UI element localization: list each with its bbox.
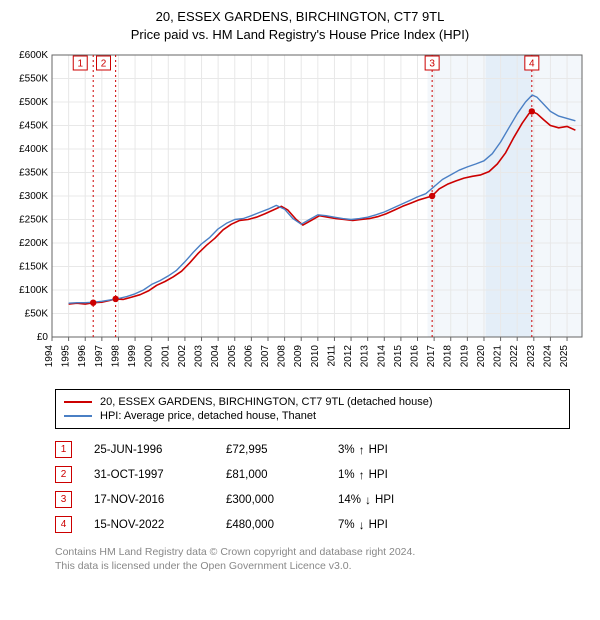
svg-text:1: 1 xyxy=(77,59,83,70)
svg-text:2016: 2016 xyxy=(410,345,421,368)
svg-text:2021: 2021 xyxy=(493,345,504,368)
svg-text:£300K: £300K xyxy=(19,191,48,202)
event-delta: 7% ↓ HPI xyxy=(338,518,458,532)
svg-text:2019: 2019 xyxy=(459,345,470,368)
svg-text:2025: 2025 xyxy=(559,345,570,368)
footer-line-1: Contains HM Land Registry data © Crown c… xyxy=(55,545,570,559)
svg-text:2000: 2000 xyxy=(144,345,155,368)
svg-text:2018: 2018 xyxy=(443,345,454,368)
legend-row-hpi: HPI: Average price, detached house, Than… xyxy=(64,409,561,423)
title-line-subtitle: Price paid vs. HM Land Registry's House … xyxy=(10,26,590,44)
event-row: 4 15-NOV-2022 £480,000 7% ↓ HPI xyxy=(55,512,570,537)
svg-text:2012: 2012 xyxy=(343,345,354,368)
event-delta: 14% ↓ HPI xyxy=(338,493,458,507)
event-marker: 2 xyxy=(55,466,72,483)
svg-text:2015: 2015 xyxy=(393,345,404,368)
svg-text:£50K: £50K xyxy=(25,309,49,320)
svg-text:2014: 2014 xyxy=(376,345,387,368)
svg-text:£250K: £250K xyxy=(19,215,48,226)
event-price: £300,000 xyxy=(226,494,316,506)
svg-text:2005: 2005 xyxy=(227,345,238,368)
svg-text:2010: 2010 xyxy=(310,345,321,368)
chart-container: 20, ESSEX GARDENS, BIRCHINGTON, CT7 9TL … xyxy=(0,0,600,583)
svg-text:3: 3 xyxy=(429,59,435,70)
svg-text:£600K: £600K xyxy=(19,50,48,61)
svg-text:2011: 2011 xyxy=(326,345,337,367)
title-line-address: 20, ESSEX GARDENS, BIRCHINGTON, CT7 9TL xyxy=(10,8,590,26)
event-date: 25-JUN-1996 xyxy=(94,444,204,456)
svg-text:2022: 2022 xyxy=(509,345,520,368)
event-marker: 3 xyxy=(55,491,72,508)
svg-text:1998: 1998 xyxy=(110,345,121,368)
legend-label-hpi: HPI: Average price, detached house, Than… xyxy=(100,410,316,422)
svg-text:£500K: £500K xyxy=(19,97,48,108)
svg-text:2009: 2009 xyxy=(293,345,304,368)
event-date: 17-NOV-2016 xyxy=(94,494,204,506)
svg-text:2004: 2004 xyxy=(210,345,221,368)
svg-text:2006: 2006 xyxy=(243,345,254,368)
event-price: £480,000 xyxy=(226,519,316,531)
svg-text:£200K: £200K xyxy=(19,238,48,249)
svg-text:£150K: £150K xyxy=(19,262,48,273)
svg-text:2003: 2003 xyxy=(194,345,205,368)
event-marker: 1 xyxy=(55,441,72,458)
svg-text:4: 4 xyxy=(529,59,535,70)
svg-text:1995: 1995 xyxy=(61,345,72,368)
svg-text:£450K: £450K xyxy=(19,121,48,132)
event-date: 31-OCT-1997 xyxy=(94,469,204,481)
chart-plot: £0 £50K £100K £150K £200K £250K £300K £350K £400… xyxy=(10,49,590,379)
legend: 20, ESSEX GARDENS, BIRCHINGTON, CT7 9TL … xyxy=(55,389,570,429)
svg-text:2: 2 xyxy=(101,59,107,70)
legend-row-price-paid: 20, ESSEX GARDENS, BIRCHINGTON, CT7 9TL … xyxy=(64,395,561,409)
event-date: 15-NOV-2022 xyxy=(94,519,204,531)
legend-label-price-paid: 20, ESSEX GARDENS, BIRCHINGTON, CT7 9TL … xyxy=(100,396,433,408)
svg-text:2013: 2013 xyxy=(360,345,371,368)
svg-text:1997: 1997 xyxy=(94,345,105,368)
svg-text:2002: 2002 xyxy=(177,345,188,368)
event-row: 2 31-OCT-1997 £81,000 1% ↑ HPI xyxy=(55,462,570,487)
line-chart-svg: £0 £50K £100K £150K £200K £250K £300K £350K £400… xyxy=(10,49,590,379)
event-delta: 3% ↑ HPI xyxy=(338,443,458,457)
footer-line-2: This data is licensed under the Open Gov… xyxy=(55,559,570,573)
event-price: £72,995 xyxy=(226,444,316,456)
event-table: 1 25-JUN-1996 £72,995 3% ↑ HPI 2 31-OCT-1997 £… xyxy=(55,437,570,537)
event-row: 3 17-NOV-2016 £300,000 14% ↓ HPI xyxy=(55,487,570,512)
svg-text:1999: 1999 xyxy=(127,345,138,368)
event-price: £81,000 xyxy=(226,469,316,481)
svg-text:£550K: £550K xyxy=(19,74,48,85)
svg-text:2017: 2017 xyxy=(426,345,437,368)
event-marker: 4 xyxy=(55,516,72,533)
svg-text:£350K: £350K xyxy=(19,168,48,179)
svg-text:2008: 2008 xyxy=(277,345,288,368)
svg-text:£100K: £100K xyxy=(19,285,48,296)
svg-text:2001: 2001 xyxy=(160,345,171,368)
legend-swatch-price-paid xyxy=(64,401,92,403)
chart-title: 20, ESSEX GARDENS, BIRCHINGTON, CT7 9TL … xyxy=(10,8,590,43)
svg-text:1996: 1996 xyxy=(77,345,88,368)
event-delta: 1% ↑ HPI xyxy=(338,468,458,482)
legend-swatch-hpi xyxy=(64,415,92,417)
svg-text:£400K: £400K xyxy=(19,144,48,155)
svg-text:1994: 1994 xyxy=(44,345,55,368)
svg-text:£0: £0 xyxy=(37,332,49,343)
svg-text:2007: 2007 xyxy=(260,345,271,368)
svg-text:2020: 2020 xyxy=(476,345,487,368)
attribution-footer: Contains HM Land Registry data © Crown c… xyxy=(55,545,570,573)
svg-text:2024: 2024 xyxy=(542,345,553,368)
event-row: 1 25-JUN-1996 £72,995 3% ↑ HPI xyxy=(55,437,570,462)
svg-text:2023: 2023 xyxy=(526,345,537,368)
